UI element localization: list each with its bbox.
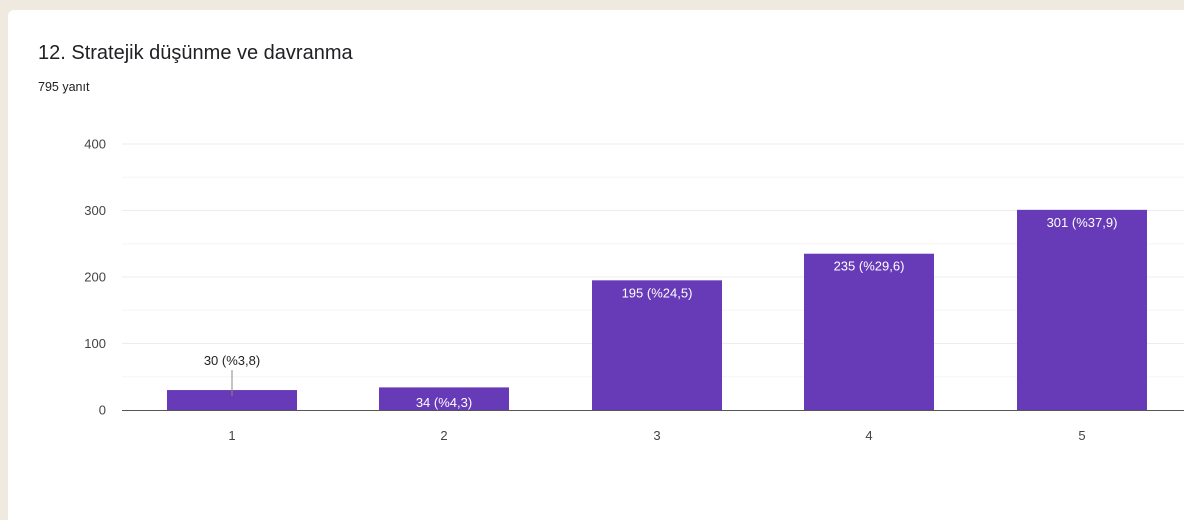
x-tick-label: 3 xyxy=(653,428,660,443)
y-tick-label: 100 xyxy=(84,336,106,351)
bar-2[interactable] xyxy=(379,387,509,410)
y-tick-label: 200 xyxy=(84,270,106,285)
chart-card xyxy=(8,10,1184,520)
y-tick-label: 300 xyxy=(84,203,106,218)
question-title: 12. Stratejik düşünme ve davranma xyxy=(38,42,353,64)
bar-5[interactable] xyxy=(1017,209,1147,410)
x-tick-label: 2 xyxy=(440,428,447,443)
bar-data-label: 195 (%24,5) xyxy=(622,285,693,300)
bar-4[interactable] xyxy=(804,253,934,410)
y-tick-label: 0 xyxy=(99,403,106,418)
x-tick-label: 5 xyxy=(1078,428,1085,443)
y-tick-label: 400 xyxy=(84,137,106,152)
x-tick-label: 1 xyxy=(228,428,235,443)
bar-data-label: 235 (%29,6) xyxy=(834,259,905,274)
bar-data-label: 301 (%37,9) xyxy=(1047,215,1118,230)
bar-data-label: 34 (%4,3) xyxy=(416,395,472,410)
response-count: 795 yanıt xyxy=(38,80,90,94)
x-tick-label: 4 xyxy=(865,428,872,443)
bar-1[interactable] xyxy=(167,390,297,410)
bar-3[interactable] xyxy=(592,280,722,410)
bar-data-label: 30 (%3,8) xyxy=(204,353,260,368)
